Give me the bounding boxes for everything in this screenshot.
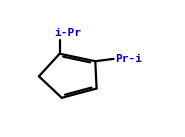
Text: Pr-i: Pr-i — [115, 54, 142, 64]
Text: i-Pr: i-Pr — [54, 28, 81, 38]
